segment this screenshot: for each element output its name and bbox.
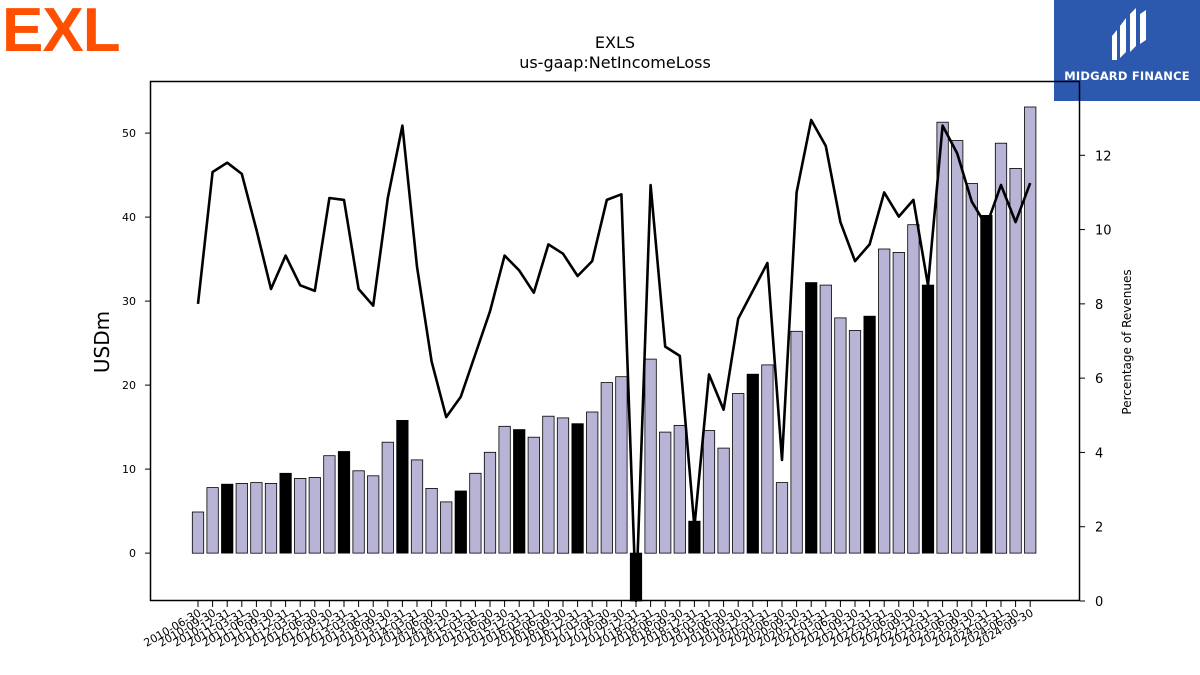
bar	[980, 214, 993, 554]
bar	[367, 475, 380, 554]
bar	[279, 472, 292, 554]
y-axis-tick-label: 20	[122, 379, 136, 392]
bar	[615, 376, 628, 554]
y-axis-tick-label: 30	[122, 295, 136, 308]
bar	[1009, 167, 1022, 554]
bar	[571, 423, 584, 554]
bar	[323, 455, 336, 554]
bar	[834, 317, 847, 554]
bar	[717, 447, 730, 554]
bar	[483, 451, 497, 554]
bar	[775, 482, 789, 554]
y-axis-tick-label: 50	[122, 127, 136, 140]
bar	[556, 417, 570, 554]
y2-axis-tick-label: 4	[1095, 446, 1103, 461]
bar	[308, 477, 321, 554]
bar	[819, 284, 832, 554]
chart-title: EXLS	[595, 33, 635, 52]
y2-axis-label: Percentage of Revenues	[1120, 269, 1134, 414]
percentage-line	[196, 118, 1032, 603]
y2-axis-tick-label: 8	[1095, 298, 1103, 313]
bar	[994, 142, 1008, 554]
bar	[513, 429, 526, 554]
bar	[425, 487, 438, 554]
partner-logo: MIDGARD FINANCE	[1054, 0, 1200, 101]
axes: 010203040500246810122010-06-302010-09-30…	[122, 127, 1112, 649]
bar	[352, 470, 365, 554]
y-axis-label: USDm	[90, 311, 114, 373]
bar	[469, 472, 482, 554]
y-axis-tick-label: 40	[122, 211, 136, 224]
bar	[250, 482, 263, 554]
y-axis-tick-label: 0	[129, 547, 136, 560]
bar	[702, 430, 716, 554]
bar	[235, 482, 248, 554]
bar	[264, 482, 278, 554]
bar	[936, 121, 949, 554]
bar	[600, 382, 613, 554]
brand-logo-text: EXL	[2, 0, 121, 65]
bar	[644, 358, 657, 554]
bar	[337, 451, 351, 554]
bar	[732, 393, 745, 554]
bar	[848, 330, 862, 554]
bar	[1024, 106, 1037, 554]
y2-axis-tick-label: 0	[1095, 595, 1103, 610]
bar	[294, 477, 307, 554]
bar	[542, 415, 555, 554]
bar	[805, 282, 818, 554]
y2-axis-tick-label: 12	[1095, 149, 1112, 164]
bar	[673, 424, 686, 554]
bar	[454, 490, 467, 554]
y2-axis-tick-label: 10	[1095, 224, 1112, 239]
bar	[746, 373, 759, 554]
bar	[790, 330, 803, 554]
bar	[892, 251, 905, 554]
y2-axis-tick-label: 2	[1095, 521, 1103, 536]
bar	[965, 183, 978, 554]
bar	[527, 436, 540, 554]
y-axis-tick-label: 10	[122, 463, 136, 476]
bar	[659, 431, 672, 554]
bar	[191, 511, 205, 554]
bar	[410, 459, 424, 554]
bar	[498, 425, 511, 554]
bar	[396, 419, 409, 554]
bar	[863, 315, 876, 554]
plot-frame	[149, 80, 1081, 602]
bar	[761, 364, 774, 554]
bar	[381, 441, 394, 554]
bar	[878, 248, 891, 554]
bar	[206, 487, 219, 554]
plot-area	[191, 106, 1037, 603]
partner-logo-text: MIDGARD FINANCE	[1064, 69, 1190, 83]
bar	[921, 284, 935, 554]
brand-logo: EXL	[2, 0, 121, 65]
partner-logo-icon	[1054, 0, 1200, 101]
bar	[221, 483, 234, 554]
bar	[586, 411, 599, 554]
y2-axis-tick-label: 6	[1095, 372, 1103, 387]
bar	[440, 501, 453, 554]
bar	[951, 140, 964, 554]
bar	[907, 224, 920, 554]
chart-subtitle: us-gaap:NetIncomeLoss	[519, 53, 711, 72]
